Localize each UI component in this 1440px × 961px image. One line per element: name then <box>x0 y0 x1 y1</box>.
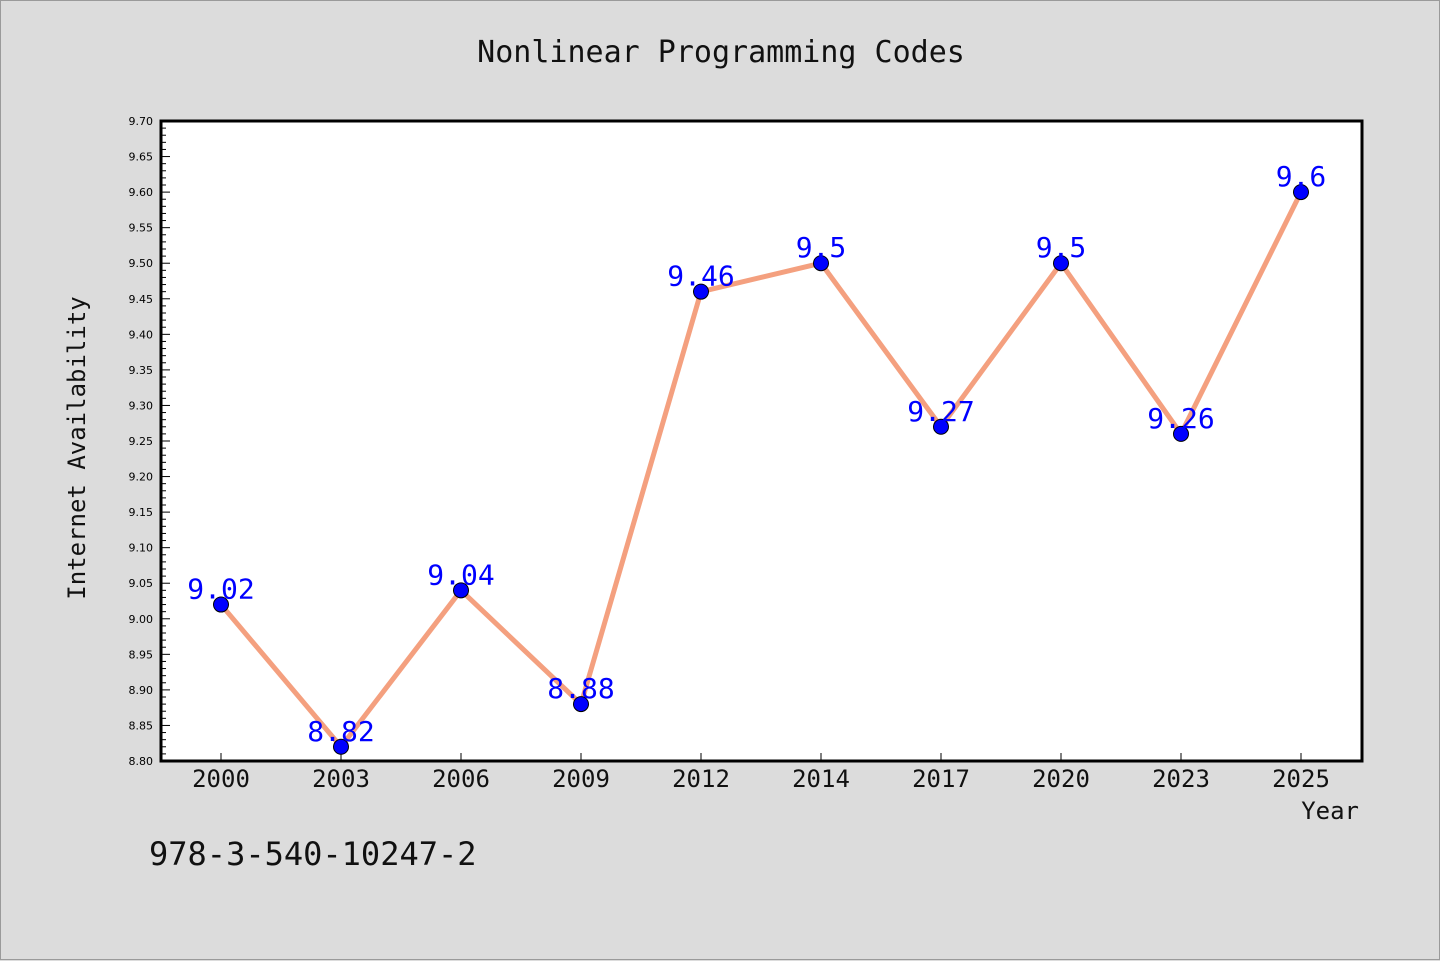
x-tick-label: 2003 <box>312 765 370 793</box>
x-tick-label: 2014 <box>792 765 850 793</box>
data-point <box>1173 425 1189 442</box>
series-line <box>218 189 1304 750</box>
data-point <box>333 738 349 755</box>
data-point <box>1053 255 1069 272</box>
y-tick-label: 9.20 <box>129 471 154 484</box>
y-tick-label: 9.60 <box>129 186 154 199</box>
data-point <box>1293 184 1309 201</box>
y-tick-label: 9.15 <box>129 506 154 519</box>
y-tick-label: 8.90 <box>129 684 154 697</box>
y-tick-label: 9.45 <box>129 293 154 306</box>
y-tick-label: 9.05 <box>129 577 154 590</box>
data-point <box>933 418 949 435</box>
x-tick-label: 2009 <box>552 765 610 793</box>
y-tick-label: 9.40 <box>129 328 154 341</box>
data-label: 9.27 <box>907 395 974 428</box>
y-tick-label: 9.55 <box>129 222 154 235</box>
x-tick-label: 2012 <box>672 765 730 793</box>
data-point <box>453 582 469 599</box>
x-tick-label: 2025 <box>1272 765 1330 793</box>
data-label: 9.5 <box>796 231 847 264</box>
x-tick-label: 2000 <box>192 765 250 793</box>
chart-title: Nonlinear Programming Codes <box>477 35 965 70</box>
y-tick-label: 8.95 <box>129 648 154 661</box>
y-tick-label: 9.10 <box>129 542 154 555</box>
x-tick-label: 2023 <box>1152 765 1210 793</box>
x-tick-label: 2017 <box>912 765 970 793</box>
plot-border <box>159 119 1364 763</box>
y-tick-label: 9.35 <box>129 364 154 377</box>
y-tick-label: 8.80 <box>129 755 154 768</box>
data-label: 9.26 <box>1147 402 1214 435</box>
y-tick-label: 9.25 <box>129 435 154 448</box>
x-axis-label: Year <box>1301 797 1359 825</box>
y-tick-label: 9.70 <box>129 115 154 128</box>
y-tick-label: 9.50 <box>129 257 154 270</box>
data-label: 9.46 <box>667 260 734 293</box>
data-label: 9.6 <box>1276 160 1327 193</box>
x-tick-label: 2020 <box>1032 765 1090 793</box>
plot-area <box>161 121 1362 761</box>
isbn-annotation: 978-3-540-10247-2 <box>149 835 477 873</box>
data-label: 8.82 <box>307 715 374 748</box>
data-point <box>213 596 229 613</box>
data-point <box>813 255 829 272</box>
data-label: 9.04 <box>427 558 494 591</box>
y-tick-label: 9.30 <box>129 399 154 412</box>
x-tick-label: 2006 <box>432 765 490 793</box>
y-tick-label: 9.65 <box>129 151 154 164</box>
data-point <box>693 283 709 300</box>
data-label: 9.5 <box>1036 231 1087 264</box>
data-point <box>573 696 589 713</box>
y-tick-label: 9.00 <box>129 613 154 626</box>
y-tick-label: 8.85 <box>129 719 154 732</box>
data-label: 9.02 <box>187 573 254 606</box>
data-label: 8.88 <box>547 672 614 705</box>
